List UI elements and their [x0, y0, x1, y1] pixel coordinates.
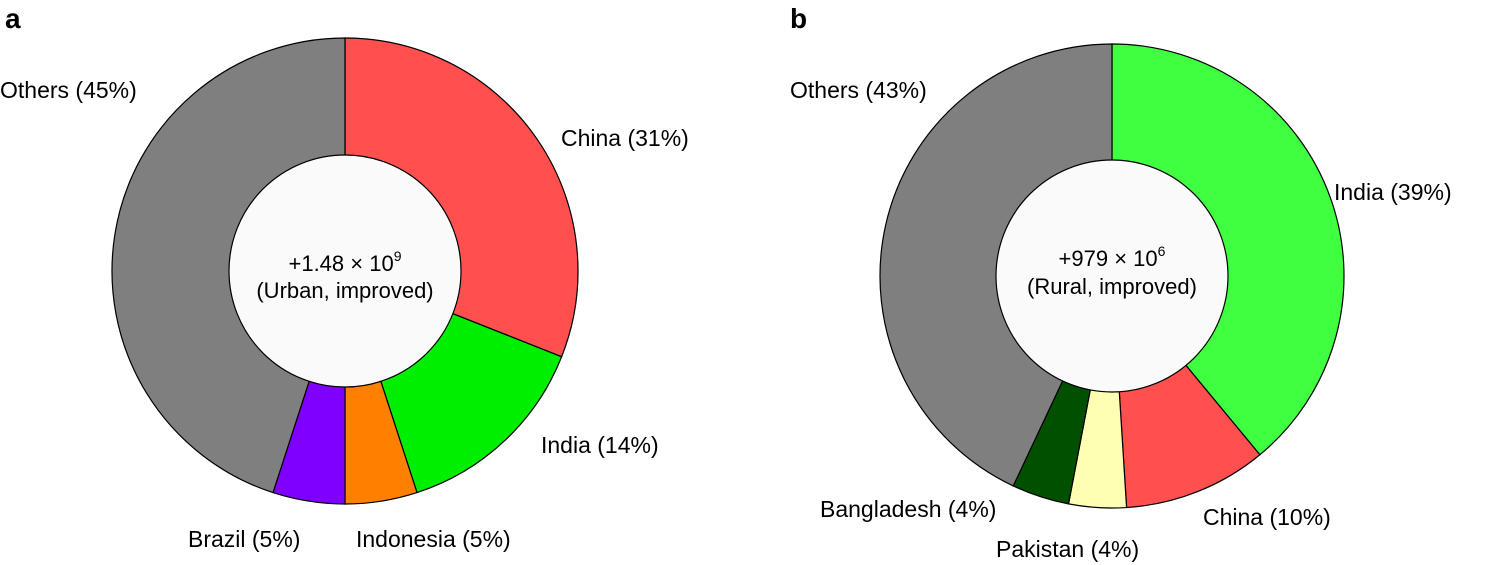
panel-a-center-subtitle: (Urban, improved)	[256, 278, 433, 303]
panel-b-label-bangladesh: Bangladesh (4%)	[820, 496, 996, 522]
panel-b-donut-chart: b +979 × 106 (Rural, improved) India (39…	[790, 3, 1452, 562]
panel-a-label-others: Others (45%)	[0, 77, 137, 103]
panel-b-label-pakistan: Pakistan (4%)	[996, 536, 1139, 562]
panel-a-label-china: China (31%)	[561, 125, 689, 151]
panel-a-labels: China (31%) India (14%) Indonesia (5%) B…	[0, 77, 689, 552]
panel-b-center-total-base: +979 × 10	[1059, 246, 1158, 271]
panel-b-center-exponent: 6	[1158, 243, 1166, 259]
panel-a-center-exponent: 9	[394, 248, 402, 264]
a-slice-others	[111, 37, 346, 494]
panel-b-label-others: Others (43%)	[790, 77, 927, 103]
panel-b-center-total: +979 × 106	[1059, 243, 1166, 271]
panel-b-letter: b	[790, 3, 807, 34]
panel-a-donut-chart: a +1.48 × 109 (Urban, improved) China (3…	[0, 3, 689, 552]
panel-b-label-india: India (39%)	[1334, 179, 1452, 205]
panel-a-center-total: +1.48 × 109	[288, 248, 401, 276]
panel-b-label-china: China (10%)	[1203, 504, 1331, 530]
panel-a-label-india: India (14%)	[541, 432, 659, 458]
panel-a-label-indonesia: Indonesia (5%)	[356, 526, 511, 552]
panel-b-labels: India (39%) China (10%) Pakistan (4%) Ba…	[790, 77, 1452, 562]
panel-b-center-subtitle: (Rural, improved)	[1027, 274, 1197, 299]
panel-a-center-total-base: +1.48 × 10	[288, 251, 393, 276]
b-slice-india	[1111, 43, 1345, 456]
panel-a-letter: a	[5, 3, 21, 34]
panel-a-label-brazil: Brazil (5%)	[188, 526, 300, 552]
panel-b-center-hole	[995, 159, 1229, 393]
panel-a-center-hole	[228, 154, 462, 388]
